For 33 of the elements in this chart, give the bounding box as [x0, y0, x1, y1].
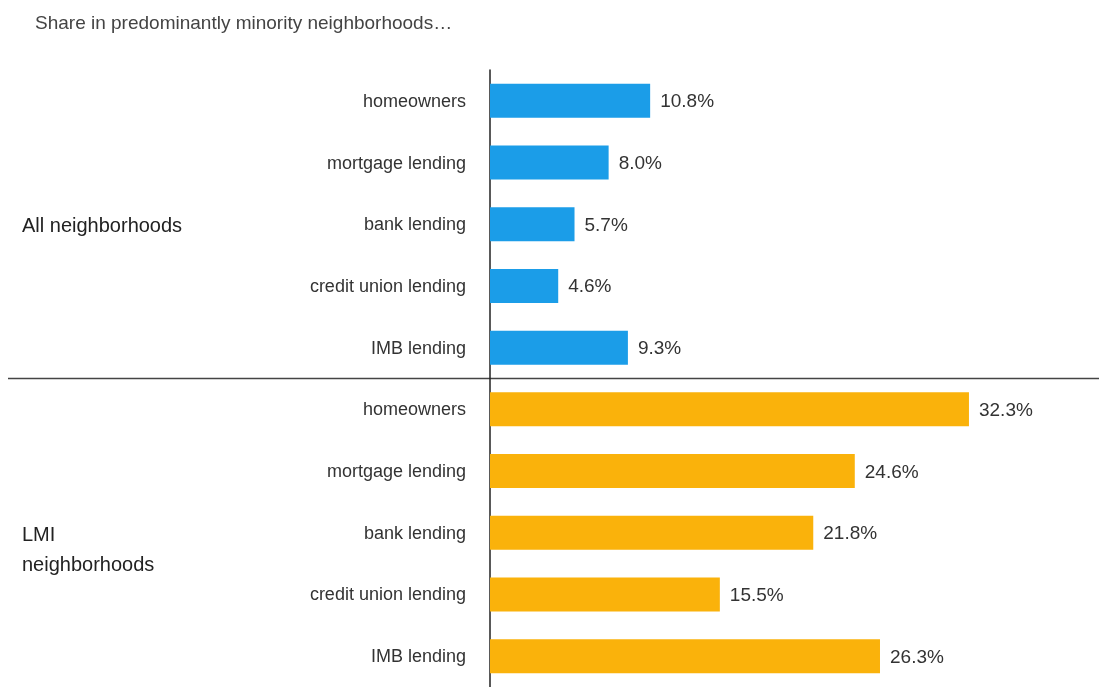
bar: [490, 330, 628, 365]
bar: [490, 83, 651, 118]
bar: [490, 392, 969, 427]
bar: [490, 145, 609, 180]
text: All neighborhoods: [22, 214, 183, 237]
y-tick-label: IMB lending: [370, 337, 466, 358]
data-label: 5.7%: [584, 213, 628, 235]
y-tick-label: credit union lending: [309, 584, 466, 605]
text: Share in predominantly minority neighborhoods…: [35, 12, 453, 33]
bar: [490, 515, 814, 550]
data-label: 8.0%: [618, 152, 663, 174]
data-label: 10.8%: [660, 90, 715, 112]
data-label: 15.5%: [729, 583, 784, 605]
text: LMI neighborhoods: [22, 522, 155, 575]
data-label: 21.8%: [823, 522, 878, 544]
bar: [490, 639, 880, 674]
data-label: 9.3%: [637, 337, 682, 359]
y-tick-label: mortgage lending: [326, 461, 466, 482]
data-label: 24.6%: [864, 460, 919, 482]
bar: [490, 454, 855, 489]
data-label: 4.6%: [568, 275, 612, 297]
y-tick-label: IMB lending: [370, 646, 466, 667]
y-tick-label: credit union lending: [309, 275, 466, 296]
data-label: 26.3%: [889, 645, 944, 667]
bar: [490, 268, 559, 303]
y-tick-label: bank lending: [363, 522, 466, 543]
bar: [490, 577, 720, 612]
data-label: 32.3%: [978, 398, 1033, 420]
y-tick-label: homeowners: [362, 399, 466, 420]
y-tick-label: mortgage lending: [326, 152, 466, 173]
y-tick-label: homeowners: [362, 90, 466, 111]
bar: [490, 207, 575, 242]
y-tick-label: bank lending: [363, 214, 466, 235]
